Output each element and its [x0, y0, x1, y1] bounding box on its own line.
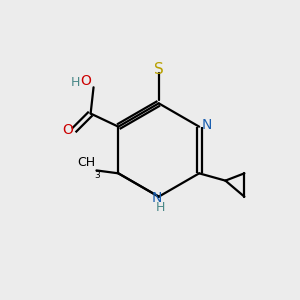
Text: CH: CH	[77, 156, 95, 169]
Text: H: H	[70, 76, 80, 88]
Text: O: O	[62, 123, 73, 137]
Text: N: N	[201, 118, 212, 132]
Text: O: O	[80, 74, 91, 88]
Text: S: S	[154, 62, 164, 77]
Text: H: H	[155, 201, 165, 214]
Text: N: N	[152, 190, 163, 205]
Text: 3: 3	[94, 171, 100, 180]
